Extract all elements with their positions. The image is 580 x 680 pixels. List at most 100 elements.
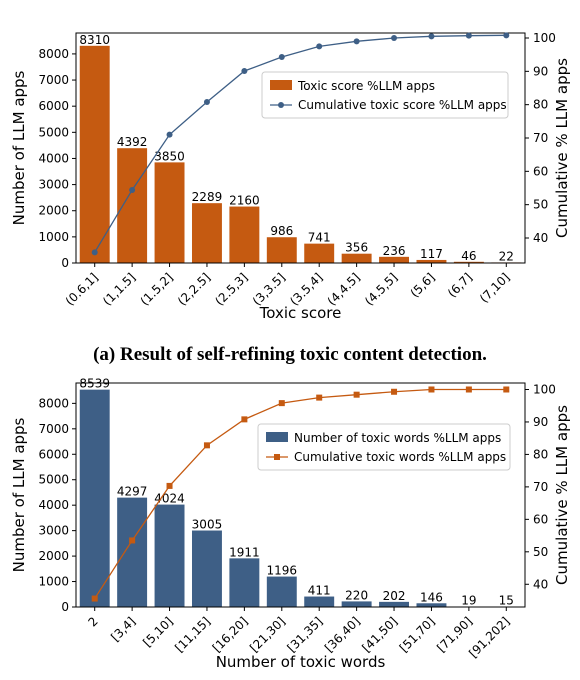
bar-value-label: 356 [345,241,368,255]
bar [416,259,447,263]
y-axis-label: Number of LLM apps [10,417,28,572]
bar [341,601,372,607]
x-tick-label: (5,6] [408,270,438,300]
y-tick-label: 7000 [38,73,69,87]
y2-tick-label: 90 [533,64,548,78]
line-point [353,38,360,45]
bar-value-label: 3850 [154,149,185,163]
y2-tick-label: 60 [533,164,548,178]
y2-tick-label: 50 [533,198,548,212]
line-point [203,99,210,105]
y-tick-label: 3000 [38,178,69,192]
line-point [278,400,285,407]
plot-frame [75,32,526,264]
legend-bar-label: Number of toxic words %LLM apps [294,431,501,445]
bar-value-label: 4297 [117,485,148,499]
bar [304,596,335,607]
y2-tick-label: 100 [533,31,556,45]
bar [79,389,110,607]
toxic-words-chart: 8539 4297 4024 3005 1911 1196 411 220 202 146 19 15… [10,377,571,671]
x-tick-label: (2.5,3] [212,270,250,308]
line-point [316,394,323,401]
line-point [241,68,248,74]
y2-axis-label: Cumulative % LLM apps [553,58,571,238]
legend-line-label: Cumulative toxic score %LLM apps [298,98,507,112]
bar-value-label: 146 [420,590,443,604]
y-tick-label: 6000 [38,447,69,461]
x-tick-label: (0.6,1] [63,270,101,308]
line-point [129,537,136,544]
x-axis-label: Toxic score [259,304,342,322]
legend-bar-label: Toxic score %LLM apps [297,79,435,93]
y-tick-label: 4000 [38,498,69,512]
x-tick-label: (7,10] [477,270,512,305]
bar-value-label: 46 [461,249,476,263]
bar [191,203,222,263]
bar-value-label: 2289 [192,190,223,204]
x-tick-label: [16,20] [210,614,251,655]
y-tick-label: 2000 [38,549,69,563]
legend-line-marker [274,454,280,460]
line-point [353,391,360,398]
line-point [278,54,285,60]
line-point [316,43,323,50]
y2-tick-label: 60 [533,512,548,526]
bar [154,504,185,607]
x-tick-label: (1,1.5] [100,270,138,308]
bar [117,497,148,607]
legend-box [261,71,509,119]
y2-tick-label: 70 [533,480,548,494]
y2-tick-label: 80 [533,447,548,461]
line-point [465,386,472,393]
x-tick-label: [5,10] [140,614,175,649]
legend-bar-swatch [266,432,288,442]
bar-value-label: 22 [499,249,514,263]
y2-tick-label: 40 [533,577,548,591]
bar-value-label: 2160 [229,194,260,208]
bar-value-label: 4392 [117,135,148,149]
bar-value-label: 19 [461,594,476,608]
line-point [203,442,210,449]
bar [117,148,148,263]
x-tick-label: (2,2.5] [175,270,213,308]
x-tick-label: 2 [86,614,101,629]
y-tick-label: 2000 [38,204,69,218]
line-point [503,32,510,39]
x-tick-label: [36,40] [322,614,363,655]
y-tick-label: 3000 [38,524,69,538]
x-tick-label: (6,7] [445,270,475,300]
bar-value-label: 741 [308,231,331,245]
line-point [391,35,398,41]
line-point [428,386,435,393]
x-tick-label: [3,4] [108,614,138,644]
line-point [241,416,248,423]
bar-value-label: 4024 [154,492,185,506]
x-tick-label: (4,4.5] [325,270,363,308]
cumulative-line [94,34,507,253]
bar-value-label: 411 [308,584,331,598]
y2-tick-label: 40 [533,231,548,245]
y-tick-label: 8000 [38,47,69,61]
y2-tick-label: 80 [533,98,548,112]
bar [304,243,335,263]
line-point [129,187,136,193]
bar [416,603,447,607]
y2-tick-label: 70 [533,131,548,145]
bar-value-label: 3005 [192,518,223,532]
y-tick-label: 1000 [38,230,69,244]
y2-tick-label: 50 [533,545,548,559]
x-tick-label: [31,35] [285,614,326,655]
y-tick-label: 4000 [38,151,69,165]
bar-value-label: 8310 [79,33,110,47]
bar-value-label: 220 [345,588,368,602]
y-tick-label: 5000 [38,473,69,487]
bar [191,530,222,607]
bar-value-label: 236 [383,244,406,258]
bar [154,162,185,263]
line-point [166,131,173,138]
bar [266,237,297,263]
line-point [91,249,98,256]
bar-value-label: 986 [270,224,293,238]
line-point [503,386,510,393]
x-tick-label: [51,70] [397,614,438,655]
